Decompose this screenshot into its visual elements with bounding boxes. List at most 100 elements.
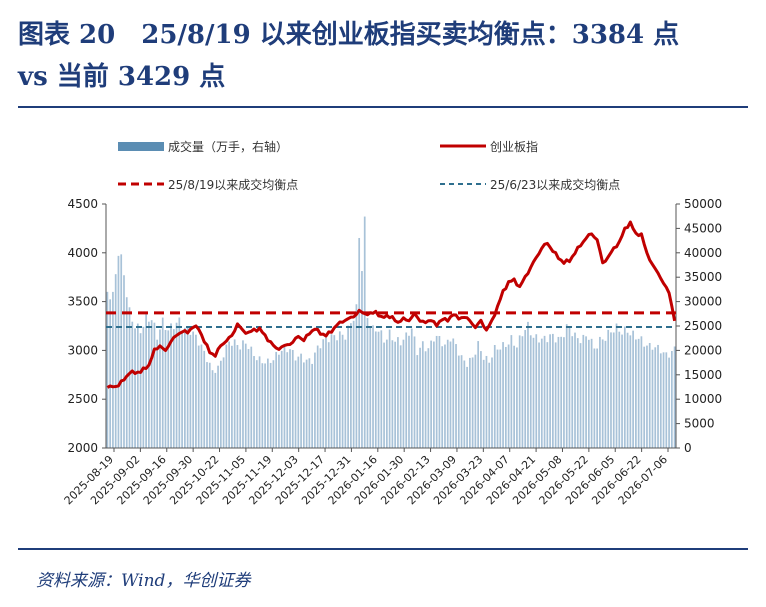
volume-bar bbox=[604, 340, 607, 448]
volume-bar bbox=[441, 346, 444, 448]
volume-bar bbox=[405, 332, 408, 448]
volume-bar bbox=[651, 349, 654, 448]
volume-bar bbox=[136, 323, 139, 448]
volume-bar bbox=[347, 325, 349, 448]
volume-bar bbox=[242, 340, 244, 448]
volume-bar bbox=[385, 339, 388, 448]
right-tick-label: 15000 bbox=[684, 368, 722, 382]
volume-bar bbox=[587, 339, 590, 448]
left-tick-label: 3000 bbox=[67, 343, 98, 357]
volume-bar bbox=[247, 349, 250, 448]
volume-bar bbox=[231, 345, 233, 448]
volume-bar bbox=[640, 336, 643, 448]
volume-bar bbox=[330, 334, 333, 448]
volume-bar bbox=[363, 216, 366, 448]
volume-bar bbox=[565, 324, 568, 448]
volume-bar bbox=[421, 341, 424, 448]
volume-bar bbox=[496, 349, 499, 448]
bottom-divider bbox=[18, 548, 748, 550]
volume-bar bbox=[621, 334, 623, 448]
volume-bar bbox=[355, 304, 358, 448]
volume-bar bbox=[643, 346, 646, 448]
volume-bar bbox=[668, 357, 670, 448]
legend-balance-0819-label: 25/8/19以来成交均衡点 bbox=[168, 177, 298, 192]
volume-bar bbox=[446, 339, 449, 448]
volume-bar bbox=[186, 326, 189, 448]
volume-bar bbox=[333, 335, 336, 448]
volume-bars bbox=[106, 216, 676, 448]
volume-bar bbox=[233, 339, 236, 448]
volume-bar bbox=[601, 339, 604, 448]
volume-bar bbox=[236, 345, 239, 448]
volume-bar bbox=[438, 336, 441, 448]
volume-bar bbox=[372, 325, 374, 448]
volume-bar bbox=[175, 322, 178, 448]
volume-bar bbox=[499, 349, 502, 448]
volume-bar bbox=[352, 320, 355, 448]
volume-bar bbox=[632, 330, 634, 448]
volume-bar bbox=[106, 291, 109, 448]
volume-bar bbox=[142, 326, 145, 448]
right-tick-label: 45000 bbox=[684, 221, 722, 235]
chart-title-line-1: 图表 20 25/8/19 以来创业板指买卖均衡点：3384 点 bbox=[18, 20, 680, 50]
volume-bar bbox=[524, 330, 527, 448]
volume-bar bbox=[623, 326, 626, 448]
volume-bar bbox=[535, 334, 538, 448]
volume-bar bbox=[280, 350, 283, 448]
volume-bar bbox=[189, 334, 192, 448]
volume-bar bbox=[532, 337, 535, 448]
volume-bar bbox=[302, 362, 305, 448]
legend-volume-swatch bbox=[118, 142, 164, 151]
volume-bar bbox=[203, 350, 206, 448]
right-tick-label: 30000 bbox=[684, 295, 722, 309]
volume-bar bbox=[488, 362, 491, 448]
volume-bar bbox=[560, 336, 563, 448]
volume-bar bbox=[571, 336, 574, 448]
volume-bar bbox=[264, 363, 266, 448]
volume-bar bbox=[322, 339, 325, 448]
volume-bar bbox=[114, 274, 117, 448]
volume-bar bbox=[206, 362, 208, 448]
left-tick-label: 4000 bbox=[67, 246, 98, 260]
volume-bar bbox=[408, 335, 410, 448]
volume-bar bbox=[341, 334, 344, 448]
volume-bar bbox=[518, 335, 521, 448]
volume-bar bbox=[585, 336, 587, 448]
right-tick-label: 35000 bbox=[684, 270, 722, 284]
volume-bar bbox=[388, 329, 391, 448]
volume-bar bbox=[156, 339, 159, 448]
volume-bar bbox=[449, 341, 452, 448]
volume-bar bbox=[172, 329, 175, 448]
volume-bar bbox=[250, 346, 253, 448]
left-tick-label: 2000 bbox=[67, 441, 98, 455]
volume-bar bbox=[610, 332, 612, 448]
volume-bar bbox=[670, 351, 673, 448]
volume-bar bbox=[197, 345, 200, 448]
volume-bar bbox=[612, 332, 615, 448]
volume-bar bbox=[466, 366, 468, 448]
volume-bar bbox=[460, 355, 463, 448]
volume-bar bbox=[593, 348, 596, 448]
top-divider bbox=[18, 106, 748, 108]
volume-bar bbox=[502, 342, 504, 448]
volume-bar bbox=[283, 345, 286, 448]
volume-bar bbox=[214, 372, 217, 448]
volume-bar bbox=[474, 354, 477, 448]
left-tick-label: 4500 bbox=[67, 197, 98, 211]
volume-bar bbox=[195, 334, 197, 448]
volume-bar bbox=[148, 321, 150, 448]
volume-bar bbox=[239, 349, 242, 448]
right-tick-label: 40000 bbox=[684, 246, 722, 260]
chart-title-line-2: vs 当前 3429 点 bbox=[18, 62, 226, 92]
volume-bar bbox=[316, 345, 319, 448]
left-axis-ticks: 4500 4000 3500 3000 2500 2000 bbox=[67, 197, 106, 455]
source-note: 资料来源：Wind，华创证券 bbox=[36, 571, 251, 591]
volume-bar bbox=[208, 362, 211, 448]
volume-bar bbox=[181, 330, 183, 448]
volume-bar bbox=[413, 336, 416, 448]
volume-bar bbox=[291, 349, 294, 448]
volume-bar bbox=[424, 351, 427, 448]
chart-title: 图表 20 25/8/19 以来创业板指买卖均衡点：3384 点 vs 当前 3… bbox=[18, 14, 758, 98]
volume-bar bbox=[374, 331, 377, 448]
